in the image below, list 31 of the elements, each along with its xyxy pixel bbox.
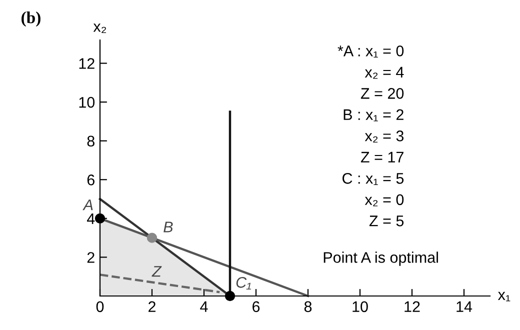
- annotation: Z = 17: [360, 152, 404, 162]
- annotation: Z: [152, 266, 162, 277]
- x-tick-label: 2: [148, 301, 156, 312]
- annotation: A: [82, 200, 93, 210]
- x-tick-label: 14: [456, 301, 472, 312]
- annotation: C : x₁ = 5: [342, 173, 404, 185]
- chart-title: (b): [22, 12, 40, 27]
- y-tick-label: 6: [87, 174, 94, 186]
- annotation: Z = 5: [369, 216, 404, 226]
- annotation: x₂ = 0: [364, 194, 404, 206]
- y-tick-label: 2: [87, 252, 94, 263]
- annotation: x₂ = 4: [364, 66, 404, 79]
- x-tick-label: 6: [252, 301, 260, 312]
- x-tick-label: 0: [96, 301, 104, 312]
- y-axis-title: x₂: [93, 24, 106, 34]
- annotation: B: [164, 222, 173, 232]
- annotation: C₁: [236, 277, 252, 290]
- y-tick-label: 12: [79, 58, 94, 69]
- y-tick-label: 8: [87, 136, 94, 147]
- x-tick-label: 8: [304, 301, 312, 312]
- y-tick-label: 10: [79, 96, 95, 108]
- x-tick-label: 10: [352, 301, 368, 312]
- y-tick-label: 4: [86, 213, 95, 224]
- x-tick-label: 4: [200, 301, 208, 312]
- x-axis-title: x₁: [498, 292, 510, 302]
- annotation: Point A is optimal: [324, 252, 438, 266]
- x-tick-label: 12: [404, 301, 420, 312]
- annotation: B : x₁ = 2: [344, 109, 404, 122]
- annotation: Z = 20: [360, 88, 404, 99]
- annotation: *A : x₁ = 0: [338, 46, 404, 58]
- annotation: x₂ = 3: [364, 130, 404, 142]
